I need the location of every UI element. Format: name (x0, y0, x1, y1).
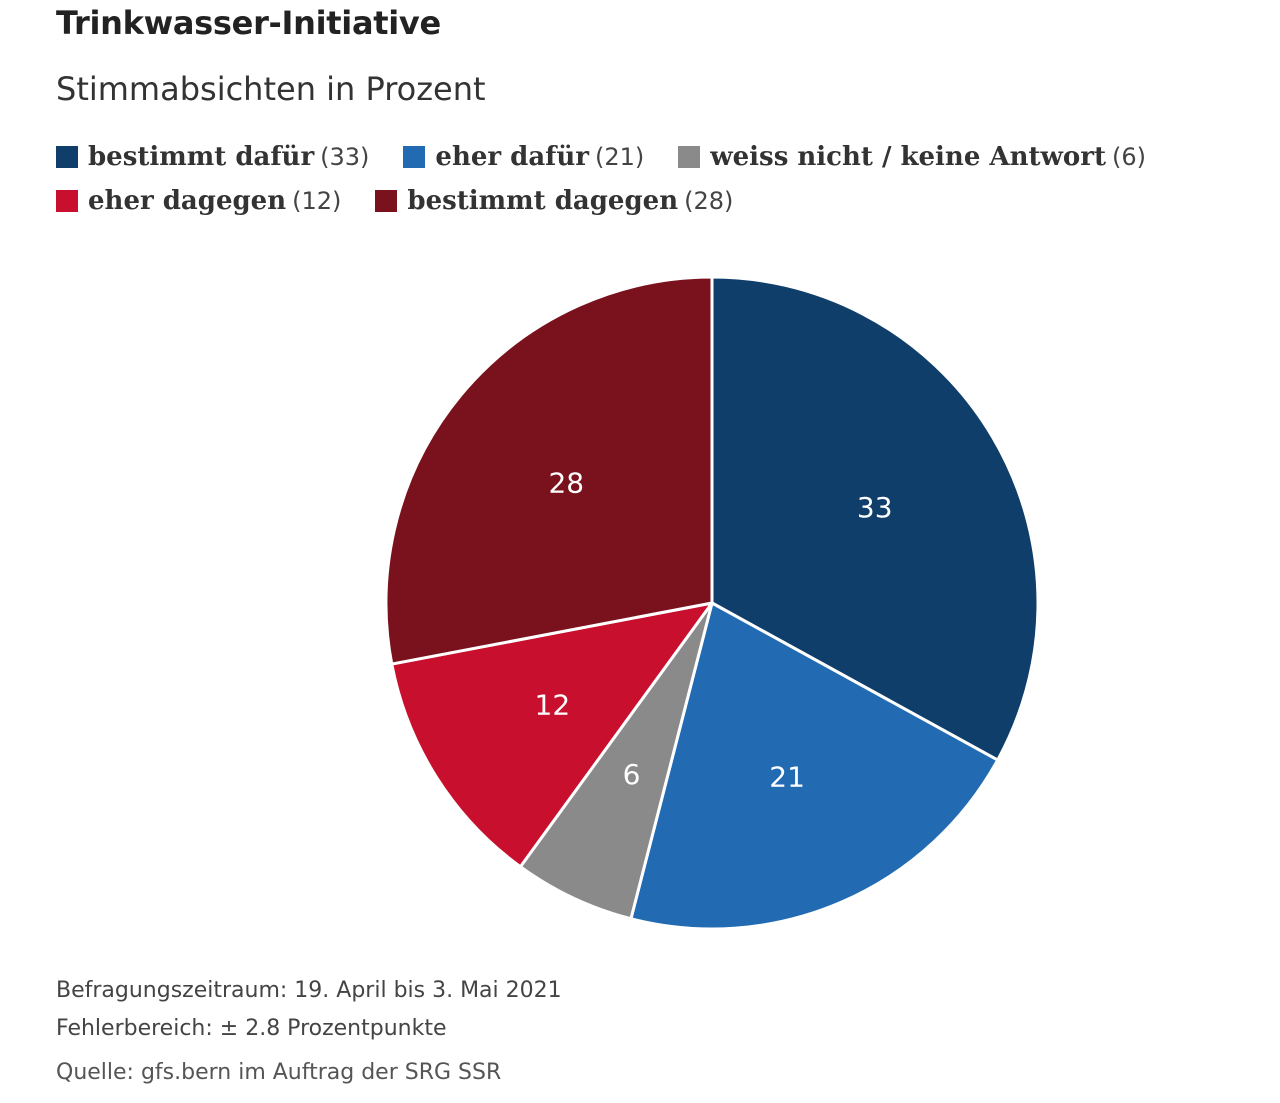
legend-item-eher-dagegen[interactable]: eher dagegen (12) (56, 184, 341, 218)
legend-swatch (403, 146, 426, 168)
legend-label: eher dafür (435, 142, 589, 172)
slice-data-label-1: 21 (769, 761, 805, 794)
chart-notes: Befragungszeitraum: 19. April bis 3. Mai… (56, 972, 562, 1048)
pie-slice-0[interactable] (710, 275, 1040, 762)
legend-swatch (56, 146, 78, 168)
legend-swatch (56, 190, 78, 212)
legend-value: (21) (594, 143, 645, 171)
legend-value: (33) (320, 143, 370, 171)
survey-period-note: Befragungszeitraum: 19. April bis 3. Mai… (56, 978, 562, 1003)
legend-label: eher dagegen (88, 186, 287, 216)
legend-label: bestimmt dafür (88, 142, 315, 172)
pie-slice-3[interactable] (390, 601, 714, 869)
slice-data-label-4: 28 (548, 466, 584, 499)
legend-swatch (375, 190, 398, 212)
legend-item-eher-dafuer[interactable]: eher dafür (21) (403, 140, 644, 174)
error-margin-note: Fehlerbereich: ± 2.8 Prozentpunkte (56, 1016, 447, 1041)
legend-swatch (678, 146, 701, 168)
chart-legend: bestimmt dafür (33) eher dafür (21) weis… (56, 140, 1216, 218)
legend-value: (28) (684, 187, 734, 215)
chart-subtitle: Stimmabsichten in Prozent (56, 70, 486, 108)
slice-data-label-2: 6 (623, 758, 641, 791)
legend-item-weiss-nicht[interactable]: weiss nicht / keine Antwort (6) (678, 140, 1146, 174)
slice-data-label-0: 33 (857, 491, 893, 524)
pie-slice-1[interactable] (629, 601, 1000, 931)
legend-label: bestimmt dagegen (407, 186, 679, 216)
legend-label: weiss nicht / keine Antwort (710, 142, 1106, 172)
source-note: Quelle: gfs.bern im Auftrag der SRG SSR (56, 1060, 502, 1085)
legend-item-bestimmt-dagegen[interactable]: bestimmt dagegen (28) (375, 184, 733, 218)
slice-data-label-3: 12 (535, 688, 571, 721)
legend-value: (12) (292, 187, 342, 215)
legend-item-bestimmt-dafuer[interactable]: bestimmt dafür (33) (56, 140, 369, 174)
legend-value: (6) (1111, 143, 1146, 171)
pie-slice-2[interactable] (518, 601, 714, 921)
pie-slice-4[interactable] (384, 275, 714, 666)
chart-title: Trinkwasser-Initiative (56, 4, 441, 42)
